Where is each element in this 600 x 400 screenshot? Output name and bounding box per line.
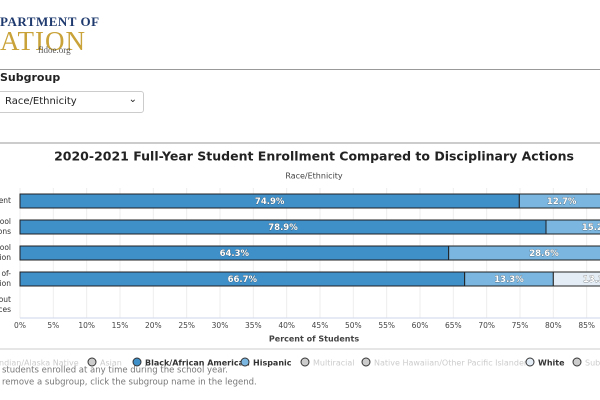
x-tick-label: 65% [445, 321, 462, 330]
x-tick-label: 50% [345, 321, 362, 330]
note: remove a subgroup, click the subgroup na… [2, 378, 257, 388]
y-tick-label: ons [0, 227, 11, 236]
y-tick-label: ion [0, 279, 11, 288]
data-label: 13.3% [583, 275, 600, 285]
data-label: 78.9% [268, 223, 298, 233]
data-label: 66.7% [228, 275, 258, 285]
legend-marker [240, 357, 250, 367]
legend-label[interactable]: ndian/Alaska Native [0, 359, 79, 368]
x-tick-label: 75% [512, 321, 529, 330]
x-tick-label: 15% [112, 321, 129, 330]
x-tick-label: 5% [47, 321, 59, 330]
legend-label[interactable]: White [538, 359, 565, 368]
legend-label[interactable]: Multiracial [313, 359, 355, 368]
x-tick-label: 55% [378, 321, 395, 330]
x-tick-label: 45% [312, 321, 329, 330]
logo-text: PARTMENT OF [0, 14, 100, 29]
divider [0, 69, 600, 70]
data-label: 15.2% [582, 223, 600, 233]
y-tick-label: ion [0, 253, 11, 262]
legend-marker [132, 357, 142, 367]
x-tick-label: 25% [178, 321, 195, 330]
subgroup-select[interactable]: Race/Ethnicity ⌄ [0, 91, 144, 113]
legend-marker [87, 357, 97, 367]
select-value: Race/Ethnicity [5, 96, 77, 107]
chart-title: 2020-2021 Full-Year Student Enrollment C… [54, 149, 574, 164]
legend-label[interactable]: Native Hawaiian/Other Pacific Islander [374, 359, 528, 368]
legend-label[interactable]: Sub [585, 359, 600, 368]
x-tick-label: 35% [245, 321, 262, 330]
y-tick-label: ool [0, 217, 11, 226]
legend-label[interactable]: Asian [100, 359, 122, 368]
bar-segment [552, 271, 600, 287]
x-tick-label: 30% [212, 321, 229, 330]
x-tick-label: 40% [278, 321, 295, 330]
y-tick-label: of- [1, 269, 11, 278]
logo-url: fldoe.org [38, 45, 71, 55]
chart-subtitle: Race/Ethnicity [285, 172, 343, 181]
select-arrow: ⌄ [128, 94, 137, 105]
x-tick-label: 85% [578, 321, 595, 330]
y-tick-label: ces [0, 305, 11, 314]
data-label: 13.3% [494, 275, 524, 285]
x-tick-label: 10% [78, 321, 95, 330]
data-label: 64.3% [220, 249, 250, 259]
data-label: 28.6% [529, 249, 559, 259]
x-tick-label: 60% [412, 321, 429, 330]
legend-label[interactable]: Hispanic [253, 359, 292, 368]
legend-marker [572, 357, 582, 367]
bar-segment [448, 245, 600, 261]
x-axis-title: Percent of Students [269, 335, 359, 344]
x-tick-label: 20% [145, 321, 162, 330]
data-label: 12.7% [547, 197, 577, 207]
bar-segment [545, 219, 600, 235]
legend-label[interactable]: Black/African American [145, 359, 250, 368]
x-tick-label: 80% [545, 321, 562, 330]
bar-segment [518, 193, 600, 209]
filter-label: Subgroup [0, 71, 61, 84]
legend-marker [361, 357, 371, 367]
legend-marker [300, 357, 310, 367]
x-tick-label: 70% [478, 321, 495, 330]
data-label: 74.9% [255, 197, 285, 207]
logo-text: ATION [0, 26, 86, 56]
note: students enrolled at any time during the… [2, 366, 228, 376]
bars: 74.9% 78.9% 64.3% 66.7% 12.7% 15.2% 28.6% 13.3%… [19, 193, 600, 287]
legend-marker [525, 357, 535, 367]
y-tick-label: ent [0, 196, 11, 205]
y-tick-label: ool [0, 243, 11, 252]
x-tick-label: 0% [14, 321, 26, 330]
y-tick-label: out [0, 295, 11, 304]
